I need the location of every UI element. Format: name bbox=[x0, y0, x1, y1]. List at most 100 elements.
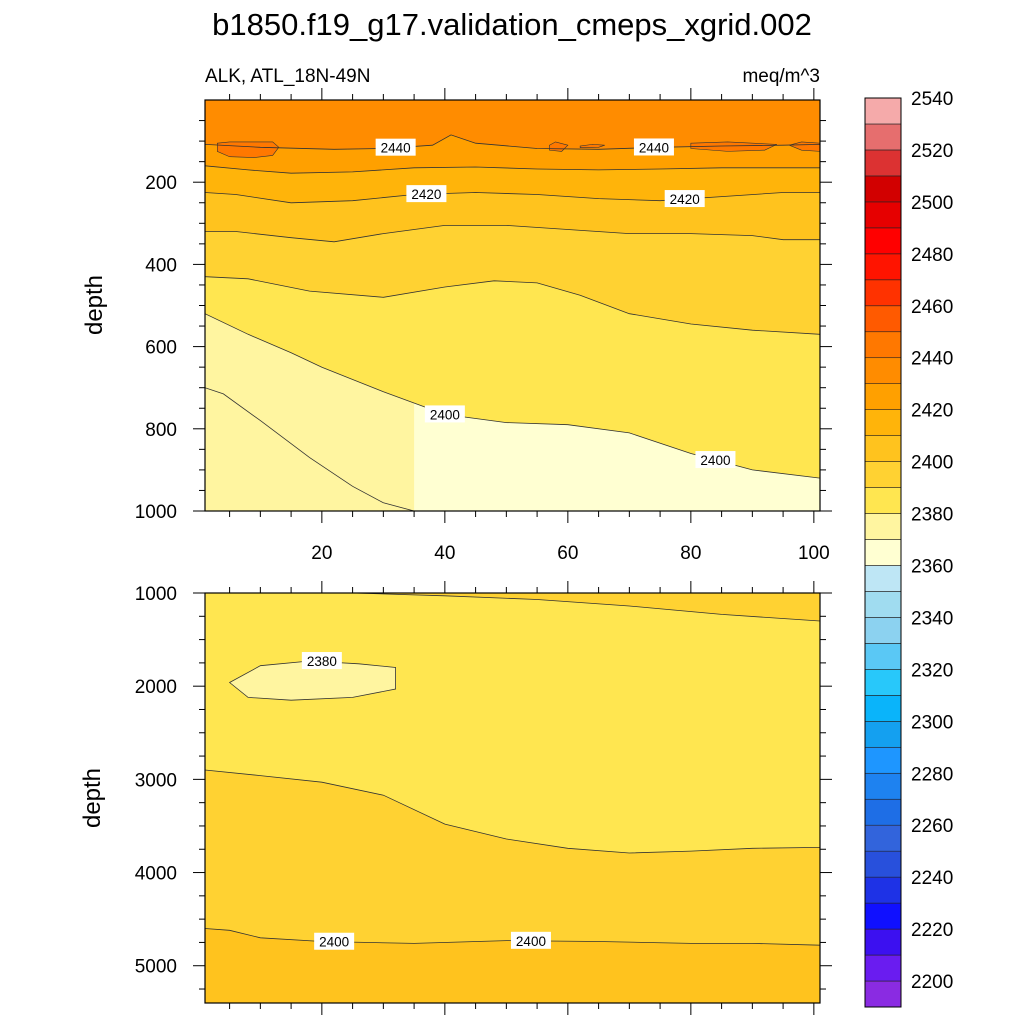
colorbar-box bbox=[864, 772, 902, 800]
upper-y-axis-label: depth bbox=[81, 275, 108, 335]
shading-band bbox=[205, 928, 820, 1003]
colorbar-tick-label: 2240 bbox=[911, 868, 953, 889]
contour-label: 2440 bbox=[633, 138, 674, 156]
upper-shading bbox=[205, 100, 820, 511]
contour-line-2390 bbox=[205, 769, 820, 854]
left-string: ALK, ATL_18N-49N bbox=[205, 66, 370, 87]
colorbar-box bbox=[864, 253, 902, 281]
shading-closed bbox=[229, 661, 396, 701]
colorbar-tick-label: 2320 bbox=[911, 660, 953, 681]
colorbar-tick-label: 2200 bbox=[911, 972, 953, 993]
y-tick-label: 2000 bbox=[135, 677, 177, 698]
upper-panel: 2440 2440 2420 2420 2400 2400 20 40 60 80 100 200 4… bbox=[81, 88, 832, 564]
colorbar-tick-label: 2460 bbox=[911, 297, 953, 318]
colorbar-box bbox=[864, 798, 902, 826]
colorbar-box bbox=[864, 123, 902, 151]
colorbar-box bbox=[864, 97, 902, 125]
shading-patch bbox=[217, 141, 280, 158]
colorbar-frame bbox=[864, 97, 902, 1008]
colorbar-box bbox=[864, 824, 902, 852]
svg-text:2380: 2380 bbox=[307, 654, 337, 669]
colorbar-box bbox=[864, 617, 902, 644]
svg-text:2400: 2400 bbox=[700, 453, 730, 468]
colorbar-tick-label: 2260 bbox=[911, 816, 953, 837]
colorbar-box bbox=[864, 643, 902, 670]
shading-patch bbox=[690, 141, 778, 152]
contour-line-2410 bbox=[205, 225, 820, 243]
figure-title: b1850.f19_g17.validation_cmeps_xgrid.002 bbox=[212, 7, 812, 42]
contour-label: 2400 bbox=[424, 405, 465, 423]
colorbar-box bbox=[864, 487, 902, 514]
shading-band bbox=[352, 593, 820, 621]
y-tick-label: 1000 bbox=[135, 502, 177, 523]
upper-axis-ticks: 20 40 60 80 100 200 400 600 800 1000 bbox=[135, 88, 832, 564]
lower-contour-labels: 2380 2400 2400 bbox=[301, 652, 551, 950]
contour-line-2440 bbox=[205, 134, 820, 150]
colorbar: 2200 2220 2240 2260 2280 2300 2320 2340 2360 2380… bbox=[864, 89, 953, 1008]
colorbar-box bbox=[864, 591, 902, 618]
colorbar-tick-label: 2540 bbox=[911, 89, 953, 110]
colorbar-box bbox=[864, 149, 902, 177]
lower-y-axis-label: depth bbox=[79, 768, 106, 828]
shading-patch bbox=[579, 144, 605, 148]
y-tick-label: 5000 bbox=[135, 957, 177, 978]
colorbar-box bbox=[864, 902, 902, 930]
colorbar-box bbox=[864, 746, 902, 774]
colorbar-tick-label: 2300 bbox=[911, 712, 953, 733]
y-tick-label: 3000 bbox=[135, 770, 177, 791]
contour-line-2400 bbox=[205, 928, 820, 946]
colorbar-box bbox=[864, 409, 902, 436]
colorbar-tick-label: 2420 bbox=[911, 401, 953, 422]
svg-text:2400: 2400 bbox=[516, 934, 546, 949]
right-string: meq/m^3 bbox=[742, 66, 820, 87]
colorbar-box bbox=[864, 721, 902, 748]
x-tick-label: 20 bbox=[311, 543, 332, 564]
colorbar-box bbox=[864, 435, 902, 462]
y-tick-label: 800 bbox=[145, 420, 177, 441]
colorbar-tick-label: 2440 bbox=[911, 349, 953, 370]
y-tick-label: 4000 bbox=[135, 864, 177, 885]
y-tick-label: 1000 bbox=[135, 584, 177, 605]
contour-label: 2400 bbox=[695, 451, 736, 469]
contour-label: 2440 bbox=[375, 138, 416, 156]
contour-label: 2380 bbox=[301, 652, 342, 670]
lower-plot-frame bbox=[204, 592, 821, 1004]
x-tick-label: 40 bbox=[434, 543, 455, 564]
y-tick-label: 200 bbox=[145, 173, 177, 194]
contour-line-2400 bbox=[205, 276, 820, 335]
colorbar-box bbox=[864, 331, 902, 359]
contour-line-2380 bbox=[228, 660, 396, 701]
colorbar-tick-label: 2400 bbox=[911, 453, 953, 474]
colorbar-box bbox=[864, 565, 902, 592]
colorbar-box bbox=[864, 954, 902, 982]
colorbar-tick-label: 2360 bbox=[911, 556, 953, 577]
colorbar-box bbox=[864, 980, 902, 1008]
colorbar-tick-label: 2280 bbox=[911, 764, 953, 785]
x-tick-label: 60 bbox=[557, 543, 578, 564]
lower-contour-lines bbox=[205, 593, 820, 946]
colorbar-tick-label: 2520 bbox=[911, 141, 953, 162]
colorbar-tick-label: 2380 bbox=[911, 505, 953, 526]
lower-axis-ticks: 1000 2000 3000 4000 5000 bbox=[135, 581, 832, 1015]
x-tick-label: 80 bbox=[680, 543, 701, 564]
colorbar-box bbox=[864, 539, 902, 566]
colorbar-box bbox=[864, 201, 902, 229]
colorbar-tick-label: 2480 bbox=[911, 245, 953, 266]
contour-label: 2400 bbox=[314, 932, 355, 950]
svg-text:2440: 2440 bbox=[381, 141, 411, 156]
colorbar-box bbox=[864, 928, 902, 956]
shading-band bbox=[205, 100, 820, 150]
svg-text:2400: 2400 bbox=[319, 935, 349, 950]
lower-panel: 2380 2400 2400 1000 2000 3000 4000 5000 depth bbox=[79, 581, 832, 1015]
colorbar-box bbox=[864, 876, 902, 904]
colorbar-tick-label: 2220 bbox=[911, 920, 953, 941]
contour-line-2430 bbox=[205, 165, 820, 174]
svg-text:2420: 2420 bbox=[670, 192, 700, 207]
contour-label: 2420 bbox=[664, 190, 705, 208]
colorbar-tick-label: 2500 bbox=[911, 193, 953, 214]
svg-text:2400: 2400 bbox=[430, 407, 460, 422]
contour-line-2390 bbox=[352, 593, 820, 622]
colorbar-box bbox=[864, 695, 902, 722]
y-tick-label: 400 bbox=[145, 255, 177, 276]
